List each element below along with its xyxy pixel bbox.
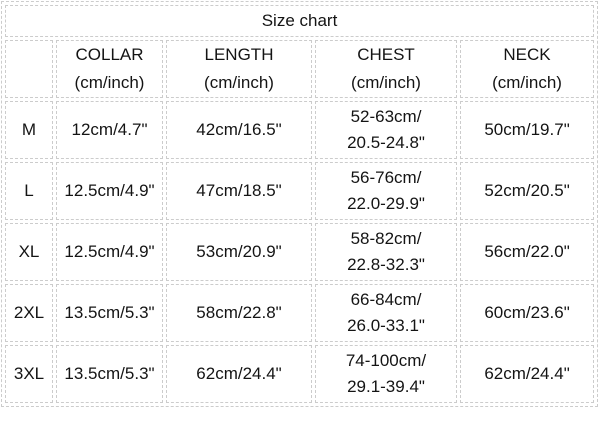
length-cell: 53cm/20.9": [166, 223, 312, 281]
size-header-cell: [5, 40, 53, 98]
chest-cell: 58-82cm/ 22.8-32.3": [315, 223, 457, 281]
neck-header-cell: NECK (cm/inch): [460, 40, 595, 98]
table-row-3xl: 3XL 13.5cm/5.3" 62cm/24.4" 74-100cm/ 29.…: [5, 345, 595, 403]
title-row: Size chart: [5, 5, 595, 37]
chest-range-inch: 22.0-29.9": [347, 194, 425, 213]
table-title: Size chart: [5, 5, 595, 37]
collar-cell: 13.5cm/5.3": [56, 345, 163, 403]
chest-range-inch: 20.5-24.8": [347, 133, 425, 152]
neck-cell: 52cm/20.5": [460, 162, 595, 220]
chest-range-inch: 22.8-32.3": [347, 255, 425, 274]
chest-cell: 52-63cm/ 20.5-24.8": [315, 101, 457, 159]
neck-cell: 60cm/23.6": [460, 284, 595, 342]
collar-cell: 12.5cm/4.9": [56, 162, 163, 220]
table-row-l: L 12.5cm/4.9" 47cm/18.5" 56-76cm/ 22.0-2…: [5, 162, 595, 220]
chest-cell: 66-84cm/ 26.0-33.1": [315, 284, 457, 342]
neck-cell: 62cm/24.4": [460, 345, 595, 403]
collar-header-cell: COLLAR (cm/inch): [56, 40, 163, 98]
chest-range-cm: 74-100cm/: [345, 351, 427, 370]
table-row-2xl: 2XL 13.5cm/5.3" 58cm/22.8" 66-84cm/ 26.0…: [5, 284, 595, 342]
collar-header-label: COLLAR: [75, 45, 144, 64]
length-cell: 47cm/18.5": [166, 162, 312, 220]
length-cell: 62cm/24.4": [166, 345, 312, 403]
neck-header-label: NECK: [503, 45, 551, 64]
collar-cell: 13.5cm/5.3": [56, 284, 163, 342]
size-cell: 3XL: [5, 345, 53, 403]
length-header-cell: LENGTH (cm/inch): [166, 40, 312, 98]
size-cell: M: [5, 101, 53, 159]
chest-range-cm: 52-63cm/: [350, 107, 422, 126]
neck-cell: 56cm/22.0": [460, 223, 595, 281]
collar-header-unit: (cm/inch): [74, 73, 145, 92]
length-cell: 42cm/16.5": [166, 101, 312, 159]
chest-cell: 56-76cm/ 22.0-29.9": [315, 162, 457, 220]
chest-range-cm: 66-84cm/: [350, 290, 422, 309]
collar-cell: 12cm/4.7": [56, 101, 163, 159]
chest-header-label: CHEST: [357, 45, 415, 64]
chest-range-inch: 26.0-33.1": [347, 316, 425, 335]
neck-cell: 50cm/19.7": [460, 101, 595, 159]
chest-range-inch: 29.1-39.4": [347, 377, 425, 396]
size-chart-table: Size chart COLLAR (cm/inch) LENGTH (cm/i…: [1, 1, 599, 407]
length-header-label: LENGTH: [204, 45, 274, 64]
chest-range-cm: 56-76cm/: [350, 168, 422, 187]
length-cell: 58cm/22.8": [166, 284, 312, 342]
table-row-xl: XL 12.5cm/4.9" 53cm/20.9" 58-82cm/ 22.8-…: [5, 223, 595, 281]
neck-header-unit: (cm/inch): [492, 73, 562, 92]
chest-header-unit: (cm/inch): [351, 73, 421, 92]
size-cell: 2XL: [5, 284, 53, 342]
table-row-m: M 12cm/4.7" 42cm/16.5" 52-63cm/ 20.5-24.…: [5, 101, 595, 159]
chest-cell: 74-100cm/ 29.1-39.4": [315, 345, 457, 403]
length-header-unit: (cm/inch): [204, 73, 274, 92]
chest-range-cm: 58-82cm/: [350, 229, 422, 248]
size-cell: L: [5, 162, 53, 220]
header-row: COLLAR (cm/inch) LENGTH (cm/inch) CHEST …: [5, 40, 595, 98]
collar-cell: 12.5cm/4.9": [56, 223, 163, 281]
size-cell: XL: [5, 223, 53, 281]
chest-header-cell: CHEST (cm/inch): [315, 40, 457, 98]
